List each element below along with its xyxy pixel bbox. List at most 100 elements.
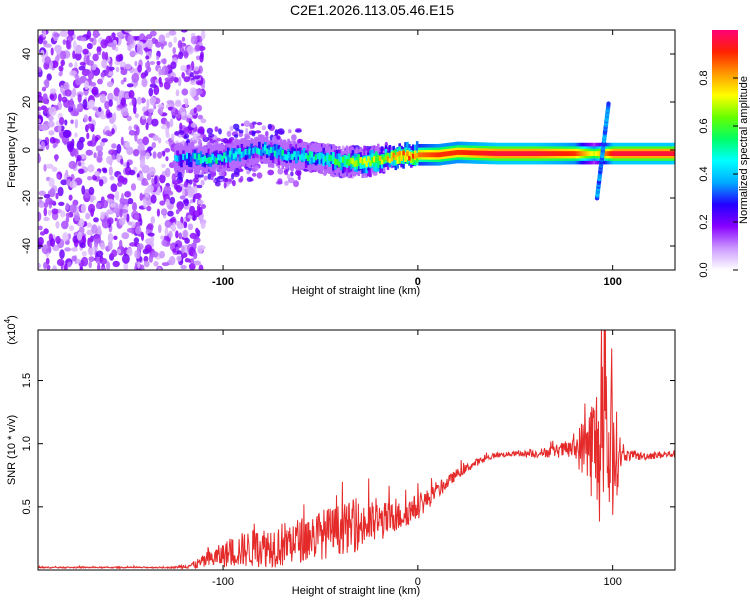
spectrogram-ridge-cell bbox=[199, 157, 203, 164]
spectrogram-noise-cell bbox=[74, 52, 82, 61]
spectrogram-ridge-cell bbox=[638, 151, 641, 156]
spectrogram-noise-cell bbox=[40, 124, 49, 131]
spectrogram-noise-cell bbox=[79, 266, 83, 270]
spectrogram-ridge-cell bbox=[394, 155, 398, 160]
spectrogram-ridge-cell bbox=[525, 151, 528, 156]
spectrogram-noise-cell bbox=[127, 227, 134, 233]
spectrogram-ridge-cell bbox=[322, 157, 325, 164]
spectrogram-noise-cell bbox=[98, 106, 102, 112]
spectrogram-noise-cell bbox=[189, 72, 194, 78]
spectrogram-ridge-cell bbox=[599, 151, 602, 156]
spectrogram-ridge-cell bbox=[341, 156, 345, 163]
spectrogram-noise-cell bbox=[123, 77, 127, 82]
spectrogram-ridge-cell bbox=[219, 154, 222, 161]
spectrogram-ridge-cell bbox=[667, 151, 670, 156]
spectrogram-noise-cell bbox=[81, 250, 87, 257]
spectrogram-ridge-cell bbox=[240, 151, 244, 158]
spectrogram-ridge-cell bbox=[254, 146, 257, 153]
spectrogram-noise-cell bbox=[60, 84, 64, 94]
spectrogram-noise-cell bbox=[133, 237, 140, 244]
spectrogram-ridge-cell bbox=[359, 157, 362, 164]
spectrogram-noise-cell bbox=[105, 130, 112, 137]
spectrogram-noise-cell bbox=[161, 163, 166, 168]
spectrogram-ridge-cell bbox=[398, 154, 401, 164]
spectrogram-noise-cell bbox=[49, 94, 55, 100]
spectrogram-noise-cell bbox=[200, 179, 205, 186]
spectrogram-noise-cell bbox=[60, 210, 66, 218]
spectrogram-noise-cell bbox=[97, 263, 101, 270]
spectrogram-noise-cell bbox=[66, 39, 71, 50]
spectrogram-noise-cell bbox=[174, 131, 180, 136]
spectrogram-noise-cell bbox=[96, 46, 102, 53]
spectrogram-noise-cell bbox=[157, 266, 162, 270]
spectrogram-noise-cell bbox=[108, 99, 113, 107]
spectrogram-noise-cell bbox=[116, 143, 122, 154]
spectrogram-ridge-cell bbox=[188, 153, 191, 159]
spectrogram-ridge-cell bbox=[643, 151, 647, 156]
spectrogram-ridge-cell bbox=[431, 152, 435, 158]
spectrogram-ridge-cell bbox=[236, 148, 240, 155]
spectrogram-noise-cell bbox=[69, 70, 77, 77]
spectrogram-noise-cell bbox=[139, 149, 146, 157]
spectrogram-noise-cell bbox=[107, 233, 114, 243]
spectrogram-noise-cell bbox=[74, 44, 83, 55]
spectrogram-noise-cell bbox=[158, 76, 162, 84]
spectrogram-noise-cell bbox=[184, 237, 190, 244]
spectrogram-noise-cell bbox=[38, 66, 42, 73]
spectrogram-noise-cell bbox=[130, 183, 137, 191]
spectrogram-ridge-cell bbox=[271, 146, 275, 153]
spectrogram-ridge-cell bbox=[468, 150, 472, 156]
spectrogram-ridge-cell bbox=[273, 150, 277, 157]
spectrogram-noise-cell bbox=[43, 207, 48, 217]
spectrogram-noise-cell bbox=[193, 66, 199, 72]
spectrogram-ridge-cell bbox=[302, 155, 306, 162]
spectrogram-noise-cell bbox=[38, 211, 42, 222]
spectrogram-ridge-cell bbox=[546, 151, 549, 156]
spectrogram-ridge-cell bbox=[328, 154, 331, 167]
spectrogram-noise-cell bbox=[214, 126, 219, 132]
spectrogram-ridge-cell bbox=[390, 151, 394, 162]
snr-frame bbox=[37, 329, 676, 571]
spectrogram-ridge-cell bbox=[227, 154, 230, 161]
spectrogram-noise-cell bbox=[195, 227, 199, 234]
spectrogram-noise-cell bbox=[212, 179, 217, 183]
spectrogram-noise-cell bbox=[97, 78, 103, 85]
spectrogram-noise-cell bbox=[100, 266, 106, 270]
spectrogram-noise-cell bbox=[76, 154, 82, 162]
spectrogram-ridge-cell bbox=[419, 152, 423, 158]
spectrogram-noise-cell bbox=[290, 171, 294, 177]
spectrogram-noise-cell bbox=[151, 118, 159, 127]
snr-y-scale-exponent: 4 bbox=[3, 318, 12, 323]
spectrogram-noise-cell bbox=[175, 230, 179, 239]
spectrogram-noise-cell bbox=[107, 112, 113, 118]
spectrogram-noise-cell bbox=[158, 106, 164, 116]
spectrogram-noise-cell bbox=[157, 104, 165, 109]
spectrogram-ridge-cell bbox=[260, 149, 263, 156]
spectrogram-ridge-cell bbox=[610, 151, 614, 156]
spectrogram-noise-cell bbox=[119, 208, 123, 218]
spectrogram-noise-cell bbox=[45, 163, 54, 169]
spectrogram-noise-cell bbox=[229, 137, 235, 141]
spectrogram-noise-cell bbox=[76, 231, 83, 241]
spectrogram-noise-cell bbox=[59, 50, 67, 60]
spectrogram-noise-cell bbox=[206, 127, 214, 135]
spectrogram-noise-cell bbox=[147, 223, 154, 231]
spectrogram-noise-cell bbox=[218, 128, 222, 135]
spectrogram-noise-cell bbox=[170, 76, 175, 82]
spectrogram-noise-cell bbox=[183, 221, 188, 229]
spectrogram-ridge-cell bbox=[464, 150, 468, 155]
spectrogram-noise-cell bbox=[64, 247, 71, 252]
spectrogram-noise-cell bbox=[115, 66, 120, 73]
spectrogram-ridge-cell bbox=[439, 152, 442, 157]
spectrogram-ridge-cell bbox=[585, 151, 588, 156]
spectrogram-ridge-cell bbox=[495, 151, 499, 156]
spectrogram-noise-cell bbox=[76, 140, 84, 151]
spectrogram-noise-cell bbox=[120, 68, 128, 76]
spectrogram-ridge-cell bbox=[197, 154, 201, 160]
spectrogram-noise-cell bbox=[169, 255, 176, 266]
spectrogram-noise-cell bbox=[178, 205, 183, 212]
spectrogram-ridge-cell bbox=[279, 150, 283, 157]
spectrogram-noise-cell bbox=[173, 77, 179, 83]
spectrogram-noise-cell bbox=[118, 217, 126, 226]
spectrogram-noise-cell bbox=[150, 216, 156, 224]
